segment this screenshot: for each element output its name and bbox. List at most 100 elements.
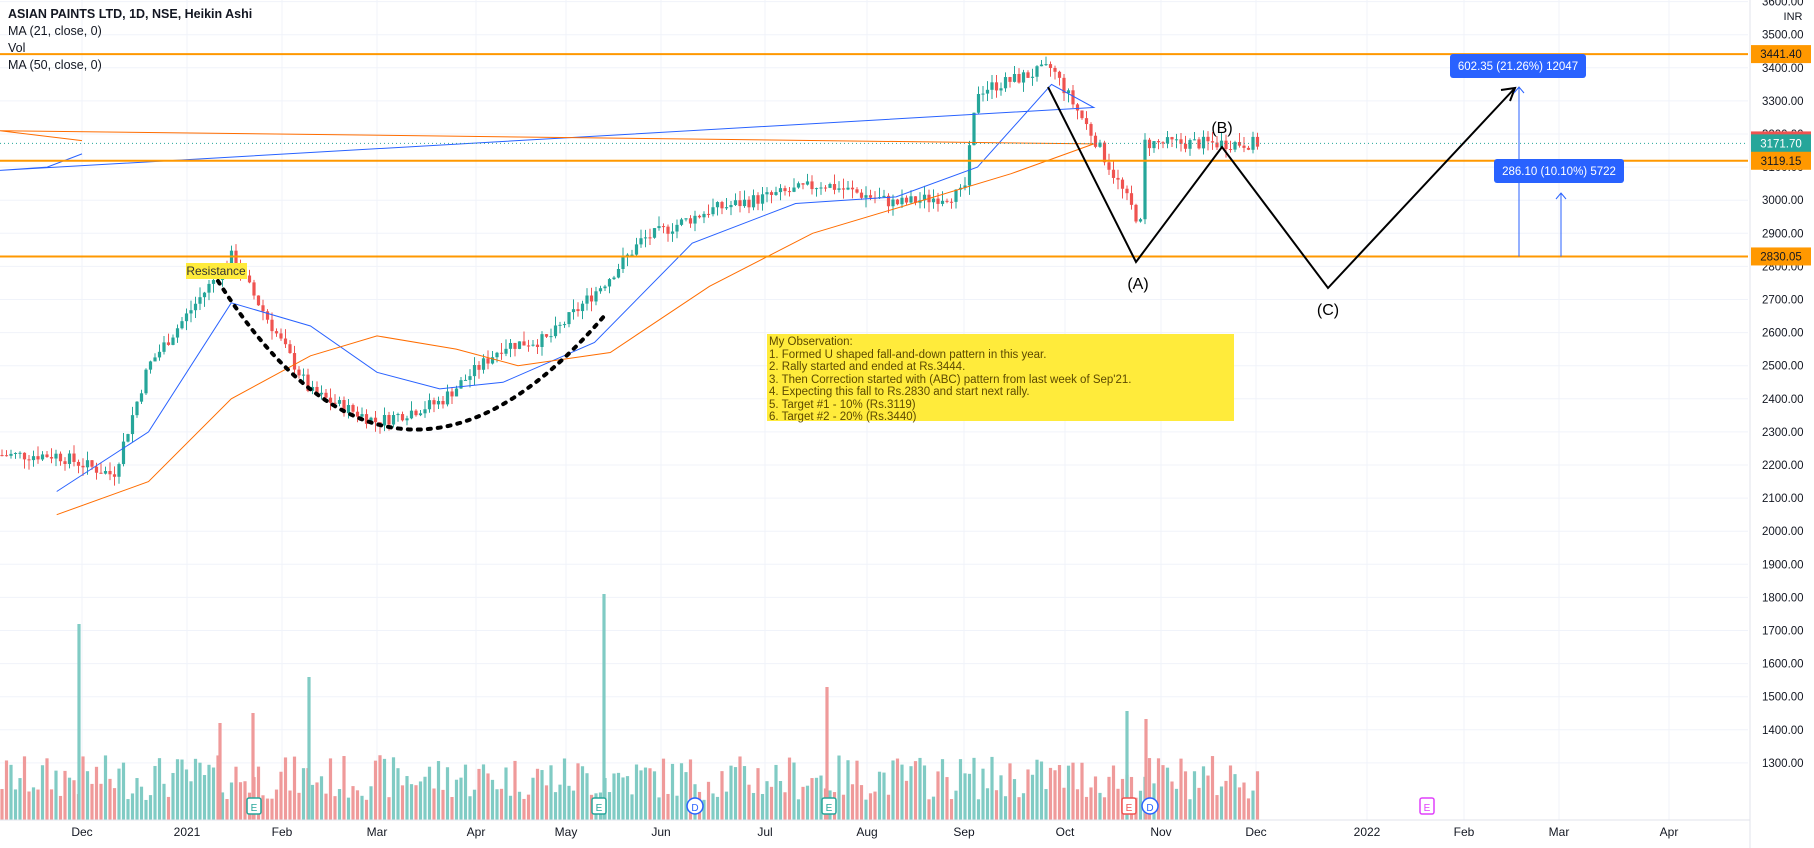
note-title: My Observation: — [769, 336, 853, 348]
candle-body — [76, 461, 81, 466]
candle-body — [603, 286, 607, 289]
candle-body — [202, 292, 207, 298]
candle-body — [729, 205, 733, 208]
candle-body — [967, 145, 972, 186]
volume-bar — [702, 799, 706, 820]
candle-body — [1237, 142, 1242, 146]
volume-bar — [1219, 786, 1224, 820]
volume-bar — [238, 782, 243, 820]
candle-body — [162, 342, 166, 352]
event-marker — [1121, 797, 1137, 815]
price-label-bg — [1751, 151, 1811, 170]
candle-body — [1170, 137, 1174, 140]
volume-spike — [602, 594, 606, 820]
candle-body — [688, 218, 693, 224]
volume-bar — [103, 755, 108, 820]
volume-bar — [585, 773, 589, 820]
ma21-legend[interactable]: MA (21, close, 0) — [8, 24, 102, 38]
volume-bar — [54, 770, 58, 820]
candle-body — [558, 324, 562, 326]
candle-body — [54, 453, 58, 459]
volume-bar — [846, 760, 850, 820]
u-shape-curve — [216, 279, 607, 432]
candle-body — [643, 237, 648, 239]
volume-bar — [616, 772, 621, 820]
volume-bar — [130, 793, 135, 820]
volume-bar — [207, 764, 211, 820]
volume-bar — [526, 794, 531, 820]
volume-bar — [1084, 796, 1089, 820]
candle-body — [387, 414, 391, 425]
volume-bar — [202, 775, 207, 820]
candle-body — [342, 400, 346, 414]
candle-body — [360, 414, 364, 417]
candle-body — [1251, 136, 1255, 150]
volume-bar — [1233, 774, 1237, 820]
volume-bar — [490, 779, 495, 820]
candle-body — [850, 187, 855, 190]
candle-body — [571, 309, 576, 313]
candle-body — [828, 184, 832, 188]
volume-bar — [189, 781, 193, 820]
volume-bar — [292, 756, 297, 820]
volume-bar — [841, 794, 846, 820]
candle-body — [72, 453, 76, 462]
ma50-legend[interactable]: MA (50, close, 0) — [8, 58, 102, 72]
wave-a-label: (A) — [1127, 276, 1148, 293]
symbol-title[interactable]: ASIAN PAINTS LTD, 1D, NSE, Heikin Ashi — [8, 7, 253, 21]
observation-note[interactable]: My Observation: 1. Formed U shaped fall-… — [767, 334, 1234, 423]
volume-bar — [1048, 767, 1053, 820]
candle-body — [1075, 104, 1080, 111]
volume-spike — [1125, 711, 1129, 820]
candle-body — [283, 338, 288, 345]
volume-bar — [936, 771, 940, 820]
price-label-bg — [1751, 134, 1811, 153]
candle-body — [36, 456, 40, 460]
candle-body — [1215, 142, 1219, 148]
candle-body — [288, 344, 292, 354]
volume-bar — [333, 796, 337, 820]
volume-bar — [148, 795, 153, 820]
event-marker — [1141, 797, 1159, 815]
volume-bar — [387, 797, 391, 820]
candle-body — [234, 250, 238, 269]
volume-bar — [139, 786, 144, 820]
candle-body — [607, 279, 612, 287]
candle-body — [180, 321, 184, 329]
volume-bar — [1156, 758, 1161, 820]
candle-body — [796, 183, 801, 188]
volume-bar — [855, 760, 859, 820]
candle-body — [1233, 142, 1237, 150]
volume-bar — [918, 757, 922, 820]
volume-bar — [895, 758, 900, 820]
volume-bar — [756, 768, 760, 820]
volume-bar — [1066, 765, 1071, 820]
volume-bar — [742, 766, 747, 820]
candle-body — [211, 279, 216, 284]
volume-bar — [981, 768, 985, 820]
volume-bar — [1138, 790, 1143, 820]
vol-legend[interactable]: Vol — [8, 41, 26, 55]
candle-body — [891, 199, 895, 207]
candle-body — [1008, 77, 1012, 82]
candle-body — [783, 188, 787, 192]
candle-body — [382, 414, 387, 426]
candle-body — [252, 282, 256, 296]
candle-body — [423, 409, 427, 414]
volume-bar — [328, 758, 333, 820]
candle-body — [229, 250, 234, 267]
volume-bar — [891, 760, 895, 820]
volume-bar — [1053, 770, 1057, 820]
volume-bar — [958, 759, 963, 820]
y-tick-label: 1600.00 — [1762, 659, 1804, 671]
volume-bar — [625, 776, 630, 820]
measure-arrow-2-head — [1555, 192, 1567, 200]
candle-body — [67, 453, 72, 464]
volume-bar — [153, 765, 157, 820]
volume-bar — [1255, 771, 1260, 820]
candle-body — [139, 393, 144, 402]
volume-bar — [850, 784, 855, 820]
candle-body — [270, 319, 274, 332]
volume-bar — [990, 756, 994, 820]
